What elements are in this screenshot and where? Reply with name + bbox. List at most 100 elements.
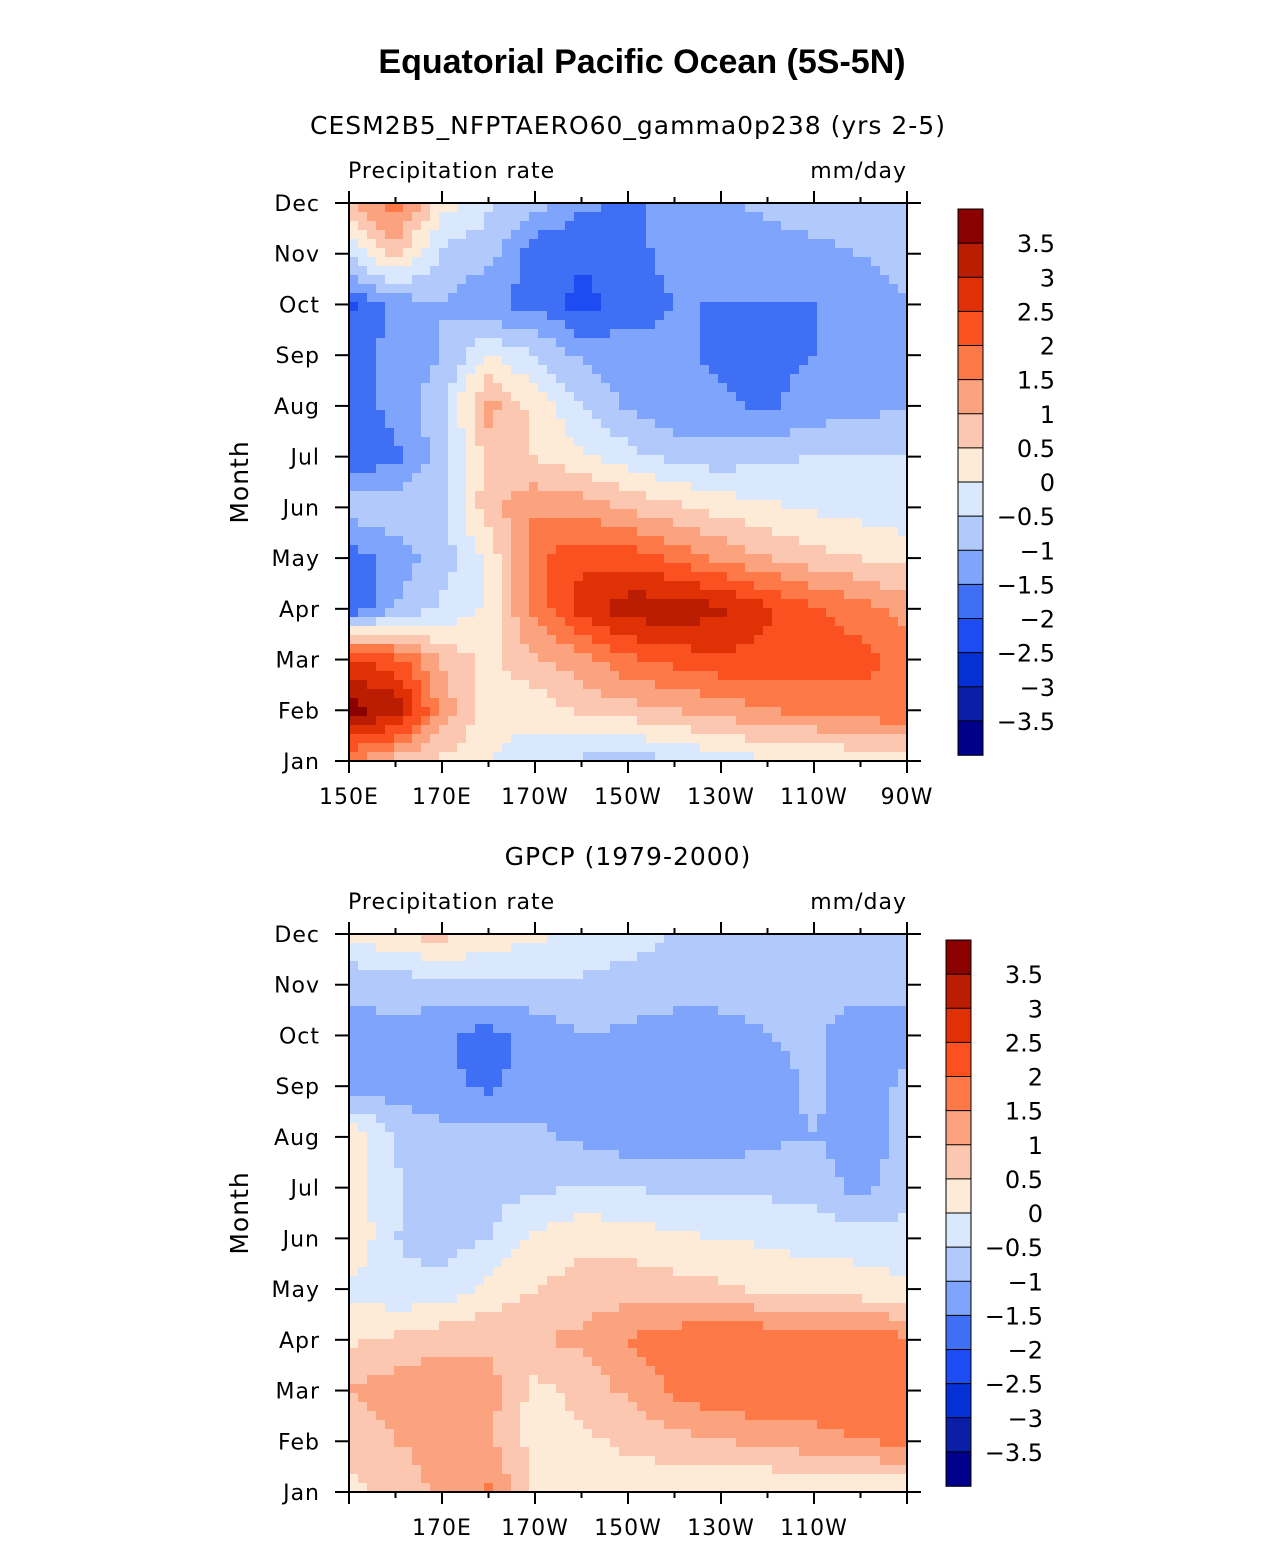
field-cell xyxy=(556,446,566,456)
field-cell xyxy=(358,635,368,645)
field-cell xyxy=(502,338,512,348)
field-cell xyxy=(412,428,422,438)
field-cell xyxy=(826,221,836,231)
field-cell xyxy=(511,446,521,456)
field-cell xyxy=(457,248,467,258)
y-tick-label: Feb xyxy=(278,699,320,724)
field-cell xyxy=(601,374,611,384)
field-cell xyxy=(880,934,890,944)
field-cell xyxy=(385,545,395,555)
field-cell xyxy=(709,356,719,366)
field-cell xyxy=(583,329,593,339)
field-cell xyxy=(619,707,629,717)
field-cell xyxy=(862,311,872,321)
field-cell xyxy=(493,203,503,213)
field-cell xyxy=(781,392,791,402)
field-cell xyxy=(412,1078,422,1088)
field-cell xyxy=(376,653,386,663)
field-cell xyxy=(700,608,710,618)
field-cell xyxy=(565,518,575,528)
field-cell xyxy=(403,572,413,582)
field-cell xyxy=(853,1033,863,1043)
field-cell xyxy=(601,500,611,510)
field-cell xyxy=(799,275,809,285)
field-cell xyxy=(556,707,566,717)
field-cell xyxy=(511,419,521,429)
field-cell xyxy=(538,356,548,366)
field-cell xyxy=(772,979,782,989)
field-cell xyxy=(889,734,899,744)
field-cell xyxy=(439,329,449,339)
field-cell xyxy=(511,482,521,492)
field-cell xyxy=(484,617,494,627)
field-cell xyxy=(835,716,845,726)
field-cell xyxy=(412,961,422,971)
field-cell xyxy=(871,734,881,744)
field-cell xyxy=(502,1006,512,1016)
field-cell xyxy=(619,689,629,699)
field-cell xyxy=(610,716,620,726)
field-cell xyxy=(466,952,476,962)
field-cell xyxy=(547,212,557,222)
field-cell xyxy=(358,617,368,627)
field-cell xyxy=(700,563,710,573)
field-cell xyxy=(682,1042,692,1052)
field-cell xyxy=(817,644,827,654)
field-cell xyxy=(835,626,845,636)
field-cell xyxy=(727,527,737,537)
field-cell xyxy=(385,527,395,537)
field-cell xyxy=(610,554,620,564)
field-cell xyxy=(880,581,890,591)
field-cell xyxy=(520,644,530,654)
field-cell xyxy=(781,1006,791,1016)
field-cell xyxy=(844,500,854,510)
y-tick-label: Sep xyxy=(276,344,320,369)
field-cell xyxy=(547,943,557,953)
field-cell xyxy=(781,266,791,276)
field-cell xyxy=(844,230,854,240)
field-cell xyxy=(574,257,584,267)
field-cell xyxy=(511,320,521,330)
field-cell xyxy=(583,365,593,375)
field-cell xyxy=(349,653,359,663)
field-cell xyxy=(511,536,521,546)
field-cell xyxy=(466,662,476,672)
field-cell xyxy=(835,680,845,690)
field-cell xyxy=(898,275,908,285)
field-cell xyxy=(520,590,530,600)
field-cell xyxy=(862,680,872,690)
field-cell xyxy=(682,707,692,717)
field-cell xyxy=(646,617,656,627)
field-cell xyxy=(574,599,584,609)
field-cell xyxy=(493,446,503,456)
field-cell xyxy=(664,1024,674,1034)
field-cell xyxy=(745,266,755,276)
field-cell xyxy=(700,275,710,285)
field-cell xyxy=(889,671,899,681)
field-cell xyxy=(439,374,449,384)
field-cell xyxy=(529,311,539,321)
field-cell xyxy=(493,455,503,465)
field-cell xyxy=(466,383,476,393)
field-cell xyxy=(484,1006,494,1016)
field-cell xyxy=(538,500,548,510)
field-cell xyxy=(376,617,386,627)
field-cell xyxy=(493,653,503,663)
field-cell xyxy=(700,1015,710,1025)
field-cell xyxy=(835,338,845,348)
field-cell xyxy=(763,1033,773,1043)
field-cell xyxy=(412,1015,422,1025)
field-cell xyxy=(691,374,701,384)
field-cell xyxy=(592,599,602,609)
field-cell xyxy=(475,365,485,375)
field-cell xyxy=(529,563,539,573)
field-cell xyxy=(853,689,863,699)
field-cell xyxy=(484,671,494,681)
field-cell xyxy=(439,653,449,663)
field-cell xyxy=(466,961,476,971)
field-cell xyxy=(565,500,575,510)
field-cell xyxy=(511,257,521,267)
field-cell xyxy=(358,239,368,249)
field-cell xyxy=(457,401,467,411)
field-cell xyxy=(601,752,611,762)
